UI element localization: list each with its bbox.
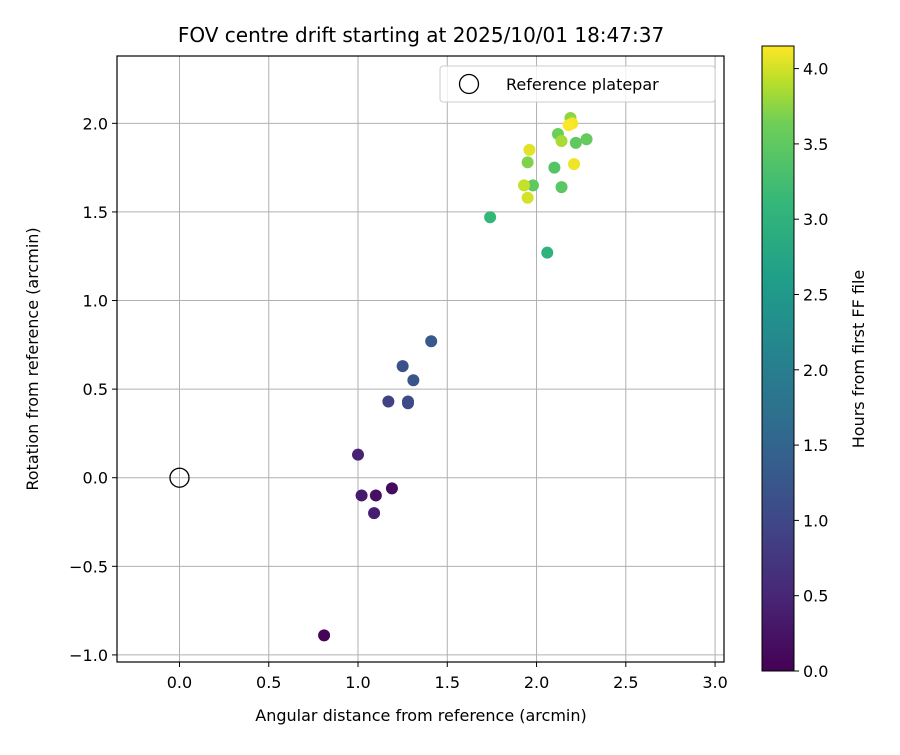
x-tick-label: 1.5: [435, 673, 460, 692]
grid-lines: [117, 56, 724, 662]
x-tick-label: 3.0: [702, 673, 727, 692]
data-point: [484, 211, 497, 224]
reference-marker-group: [169, 467, 190, 488]
data-points: [318, 112, 593, 642]
data-point: [402, 395, 415, 408]
y-axis-label: Rotation from reference (arcmin): [23, 227, 42, 490]
colorbar-tick-label: 1.5: [803, 436, 828, 455]
plot-frame: [116, 55, 725, 663]
colorbar-tick-label: 4.0: [803, 60, 828, 79]
legend-reference-marker: [458, 73, 480, 95]
x-axis-ticks: 0.0 0.5 1.0 1.5 2.0 2.5 3.0: [167, 662, 728, 692]
colorbar-tick-label: 1.0: [803, 511, 828, 530]
data-point: [523, 143, 536, 156]
data-point: [355, 489, 368, 502]
colorbar-gradient: [762, 46, 794, 671]
x-tick-label: 0.5: [256, 673, 281, 692]
y-tick-label: 1.5: [83, 203, 108, 222]
data-point: [569, 136, 582, 149]
legend: Reference platepar: [439, 65, 716, 103]
colorbar-tick-label: 0.5: [803, 587, 828, 606]
x-tick-label: 1.0: [345, 673, 370, 692]
data-point: [318, 629, 331, 642]
data-point: [555, 135, 568, 148]
y-axis-ticks: −1.0 −0.5 0.0 0.5 1.0 1.5 2.0: [69, 114, 117, 665]
x-tick-label: 2.5: [613, 673, 638, 692]
data-point: [352, 448, 365, 461]
y-tick-label: 1.0: [83, 292, 108, 311]
data-point: [521, 156, 534, 169]
colorbar-tick-label: 2.0: [803, 361, 828, 380]
colorbar-label: Hours from first FF file: [849, 270, 868, 449]
data-point: [580, 133, 593, 146]
data-point: [382, 395, 395, 408]
data-point: [555, 181, 568, 194]
data-point: [562, 119, 575, 132]
colorbar-tick-label: 3.0: [803, 210, 828, 229]
colorbar-tick-label: 2.5: [803, 285, 828, 304]
legend-box: [439, 65, 716, 103]
data-point: [425, 335, 438, 348]
data-point: [548, 161, 561, 174]
reference-platepar-marker: [169, 467, 190, 488]
data-point: [368, 507, 381, 520]
data-point: [396, 360, 409, 373]
colorbar-frame: [761, 45, 795, 672]
y-tick-label: 2.0: [83, 114, 108, 133]
colorbar-tick-label: 0.0: [803, 662, 828, 681]
data-point: [568, 158, 581, 171]
colorbar-tick-label: 3.5: [803, 135, 828, 154]
legend-reference-label: Reference platepar: [506, 75, 659, 94]
y-tick-label: −1.0: [69, 646, 108, 665]
y-tick-label: 0.0: [83, 469, 108, 488]
x-tick-label: 0.0: [167, 673, 192, 692]
data-point: [385, 482, 398, 495]
chart-title: FOV centre drift starting at 2025/10/01 …: [178, 23, 664, 47]
colorbar: 0.0 0.5 1.0 1.5 2.0 2.5 3.0 3.5 4.0 Hours from f…: [761, 45, 868, 681]
x-tick-label: 2.0: [524, 673, 549, 692]
data-point: [526, 179, 539, 192]
y-tick-label: −0.5: [69, 557, 108, 576]
colorbar-ticks: 0.0 0.5 1.0 1.5 2.0 2.5 3.0 3.5 4.0: [794, 60, 828, 681]
data-point: [541, 246, 554, 259]
data-point: [521, 191, 534, 204]
x-axis-label: Angular distance from reference (arcmin): [255, 706, 586, 725]
data-point: [407, 374, 420, 387]
data-point: [369, 489, 382, 502]
y-tick-label: 0.5: [83, 380, 108, 399]
data-point: [518, 179, 531, 192]
